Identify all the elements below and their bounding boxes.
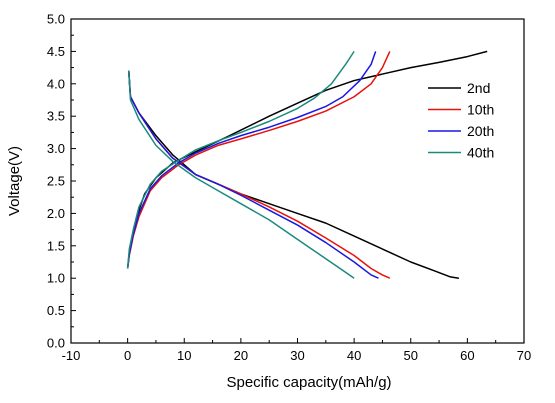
plot-border: [70, 18, 525, 344]
series-40th-discharge-line: [128, 70, 355, 279]
y-tick-label: 2.5: [47, 174, 65, 189]
y-tick-label: 0.5: [47, 303, 65, 318]
legend-label-10th: 10th: [467, 102, 494, 118]
series-10th-discharge-line: [128, 70, 391, 279]
y-tick-label: 5.0: [47, 12, 65, 27]
y-axis-label: Voltage(V): [6, 146, 23, 216]
y-tick-label: 2.0: [47, 206, 65, 221]
legend-label-40th: 40th: [467, 145, 494, 161]
y-tick-label: 1.5: [47, 238, 65, 253]
x-tick-label: -10: [62, 348, 81, 363]
legend-label-20th: 20th: [467, 123, 494, 139]
x-tick-label: 50: [404, 348, 418, 363]
x-tick-label: 70: [517, 348, 531, 363]
legend-label-2nd: 2nd: [467, 80, 490, 96]
y-tick-label: 0.0: [47, 336, 65, 351]
y-tick-label: 4.0: [47, 76, 65, 91]
x-tick-label: 60: [460, 348, 474, 363]
series-2nd-discharge-line: [128, 70, 459, 279]
plot-frame: [70, 18, 525, 344]
series-20th-charge-line: [126, 51, 377, 269]
x-tick-label: 0: [124, 348, 131, 363]
y-tick-label: 3.5: [47, 109, 65, 124]
y-axis-ticks: 0.0 0.5 1.0 1.5 2.0 2.5 3.0 3.5 4.0 4.5 5.0: [47, 12, 76, 351]
series-20th-discharge-line: [128, 70, 379, 279]
x-axis-label: Specific capacity(mAh/g): [226, 374, 391, 391]
x-tick-label: 30: [290, 348, 304, 363]
y-tick-label: 1.0: [47, 271, 65, 286]
x-tick-label: 40: [347, 348, 361, 363]
series-10th-charge-line: [126, 51, 391, 269]
x-tick-label: 20: [234, 348, 248, 363]
series-40th-charge-line: [126, 50, 355, 269]
y-tick-label: 3.0: [47, 141, 65, 156]
y-tick-label: 4.5: [47, 44, 65, 59]
series-2nd-charge-line: [126, 50, 488, 269]
x-tick-label: 10: [177, 348, 191, 363]
legend: 2nd 10th 20th 40th: [428, 80, 494, 161]
x-axis-ticks: -10 0 10 20 30 40 50 60 70: [62, 338, 531, 363]
series-layer: [126, 50, 488, 279]
